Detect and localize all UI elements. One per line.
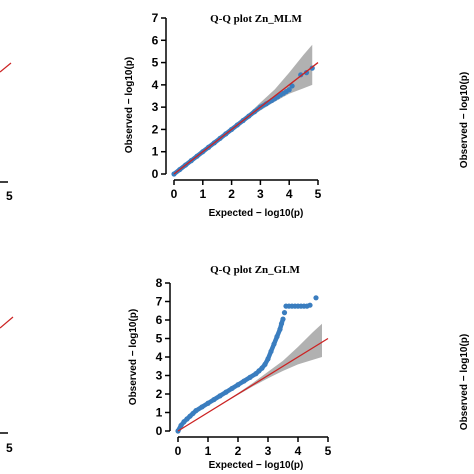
x-tick-label: 1 bbox=[199, 187, 206, 201]
y-tick-label: 6 bbox=[156, 313, 163, 327]
x-axis-label: Expected − log10(p) bbox=[209, 208, 304, 219]
data-point bbox=[313, 295, 319, 301]
y-tick-label: 7 bbox=[156, 295, 163, 309]
chart-title: Q-Q plot Zn_GLM bbox=[210, 264, 300, 276]
x-tick-label: 3 bbox=[257, 187, 264, 201]
x-tick-label: 4 bbox=[295, 444, 302, 458]
left-fragment-tick-top: 5 bbox=[6, 189, 13, 203]
x-tick-label: 0 bbox=[171, 187, 178, 201]
y-tick-label: 5 bbox=[152, 56, 159, 70]
x-tick-label: 3 bbox=[265, 444, 272, 458]
x-tick-label: 0 bbox=[175, 444, 182, 458]
x-axis-label: Expected − log10(p) bbox=[209, 460, 304, 471]
left-fragment-tick-bottom: 5 bbox=[6, 441, 13, 455]
y-tick-label: 5 bbox=[156, 332, 163, 346]
chart-title: Q-Q plot Zn_MLM bbox=[210, 13, 302, 25]
y-tick-label: 7 bbox=[152, 11, 159, 25]
confidence-band bbox=[174, 44, 313, 174]
data-point bbox=[281, 310, 288, 316]
x-tick-label: 5 bbox=[315, 187, 322, 201]
y-tick-label: 0 bbox=[156, 424, 163, 438]
qq-panel-mlm: Q-Q plot Zn_MLM Expected − log10(p) Obse… bbox=[124, 11, 322, 219]
y-tick-label: 3 bbox=[152, 100, 159, 114]
x-tick-label: 2 bbox=[235, 444, 242, 458]
y-tick-label: 1 bbox=[152, 145, 159, 159]
data-point bbox=[286, 87, 292, 93]
y-axis-label: Observed − log10(p) bbox=[124, 57, 135, 153]
x-tick-label: 1 bbox=[205, 444, 212, 458]
left-fragment-line-top bbox=[0, 62, 12, 73]
y-tick-label: 2 bbox=[156, 387, 163, 401]
x-tick-label: 2 bbox=[228, 187, 235, 201]
reference-line bbox=[173, 62, 319, 175]
y-tick-label: 4 bbox=[152, 78, 159, 92]
x-tick-label: 4 bbox=[286, 187, 293, 201]
data-points-trace bbox=[175, 316, 286, 434]
x-tick-label: 5 bbox=[325, 444, 332, 458]
right-fragment-ylabel-bottom: Observed − log10(p) bbox=[459, 334, 470, 430]
left-fragment-line-bottom bbox=[0, 316, 14, 329]
data-point bbox=[289, 83, 295, 89]
y-tick-label: 1 bbox=[156, 406, 163, 420]
reference-line bbox=[177, 337, 329, 432]
y-tick-label: 3 bbox=[156, 369, 163, 383]
y-axis-label: Observed − log10(p) bbox=[128, 309, 139, 405]
y-tick-label: 2 bbox=[152, 122, 159, 136]
y-tick-label: 4 bbox=[156, 350, 163, 364]
right-fragment-ylabel-top: Observed − log10(p) bbox=[459, 72, 470, 168]
y-tick-label: 8 bbox=[156, 276, 163, 290]
y-tick-label: 0 bbox=[152, 167, 159, 181]
data-point bbox=[307, 302, 313, 308]
y-tick-label: 6 bbox=[152, 33, 159, 47]
qq-panel-glm: Q-Q plot Zn_GLM Expected − log10(p) Obse… bbox=[128, 264, 332, 471]
